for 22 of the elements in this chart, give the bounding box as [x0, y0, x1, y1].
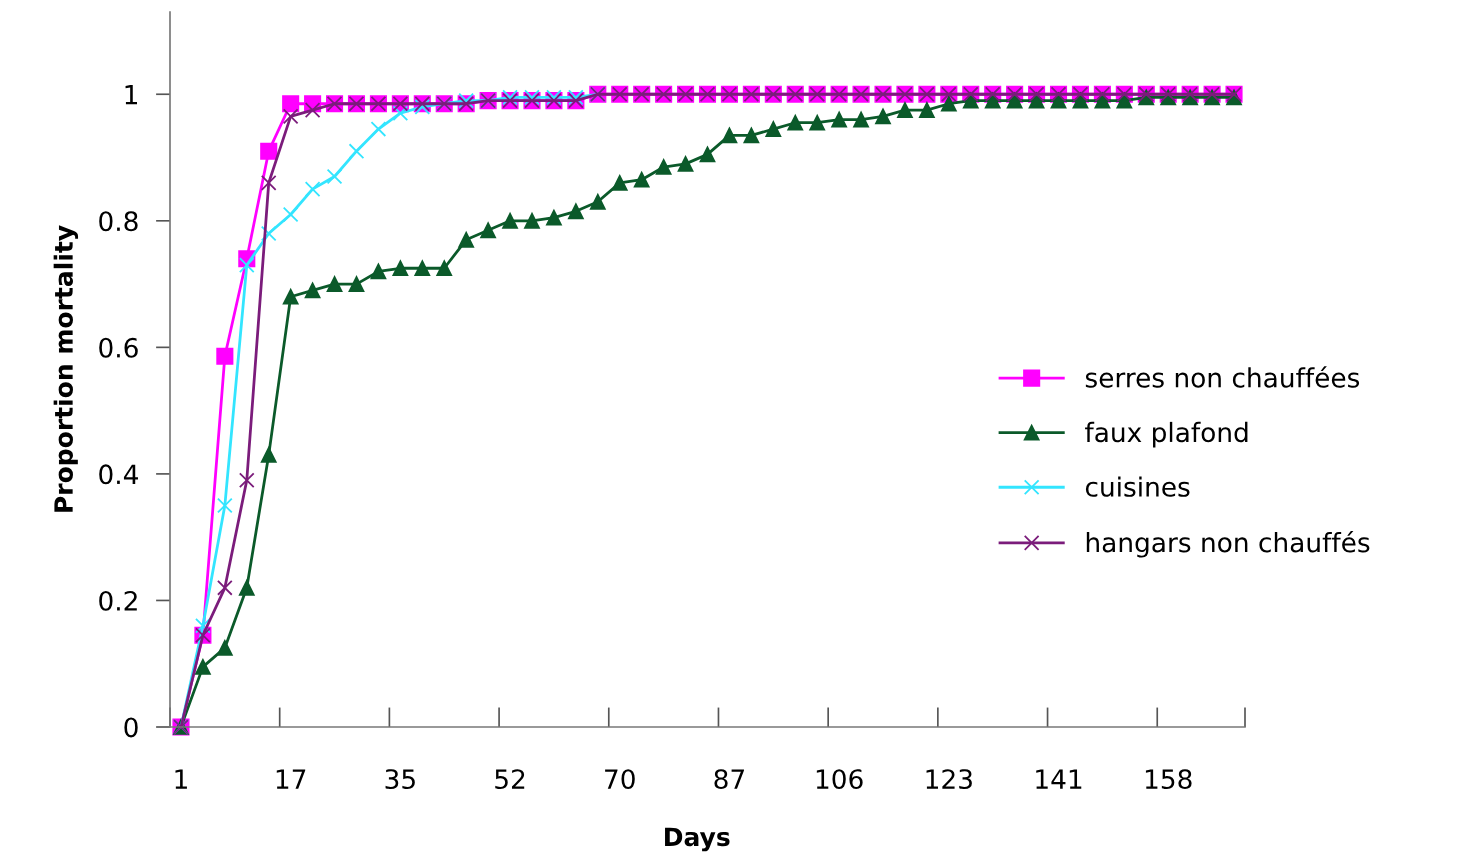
x-tick-label: 141 [1036, 769, 1082, 789]
y-tick-label: 1 [125, 85, 138, 105]
legend-label: cuisines [1085, 476, 1190, 497]
legend-label: hangars non chauffés [1086, 531, 1370, 558]
y-axis-title: Proportion mortality [53, 225, 79, 512]
x-tick-label: 123 [926, 769, 972, 790]
x-tick-label: 87 [714, 769, 744, 790]
y-tick-label: 0 [124, 717, 138, 738]
x-tick-label: 52 [495, 769, 525, 790]
x-tick-label: 1 [175, 769, 187, 789]
y-tick-label: 0.2 [99, 590, 137, 611]
x-axis-title: Days [665, 827, 730, 852]
y-tick-label: 0.4 [99, 464, 138, 485]
x-tick-label: 35 [385, 769, 415, 790]
x-tick-label: 158 [1145, 769, 1192, 790]
legend-label: faux plafond [1085, 421, 1248, 448]
x-tick-label: 106 [816, 769, 863, 790]
x-tick-label: 70 [605, 769, 635, 790]
y-tick-label: 0.6 [99, 337, 138, 358]
x-tick-label: 17 [276, 769, 306, 789]
y-tick-label: 0.8 [99, 211, 138, 232]
legend-label: serres non chauffées [1085, 366, 1360, 388]
